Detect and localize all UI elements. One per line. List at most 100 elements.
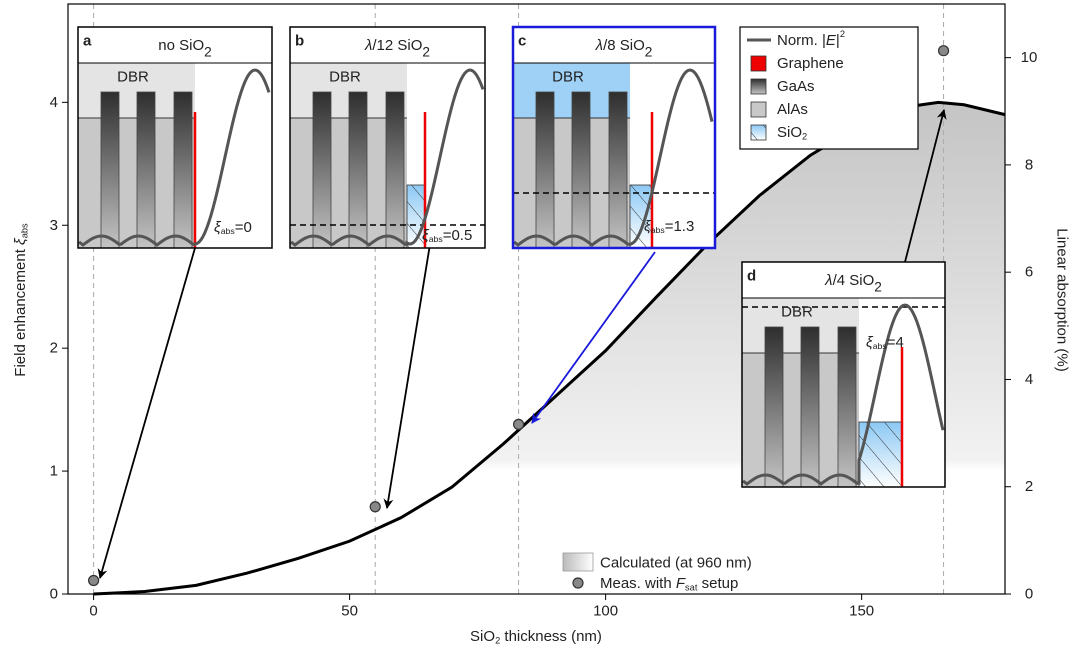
legend-swatch-hatch bbox=[751, 125, 766, 140]
legend-label-part: 2 bbox=[802, 132, 807, 142]
inset-xi-part: =0 bbox=[235, 219, 252, 236]
inset-xi: ξabs=0 bbox=[214, 219, 252, 237]
field-profile bbox=[513, 68, 714, 247]
legend-label-part: | bbox=[836, 32, 840, 49]
inset-xi-part: =0.5 bbox=[443, 227, 473, 244]
marker bbox=[369, 501, 381, 513]
legend-label-part: GaAs bbox=[777, 78, 815, 95]
inset-xi-part: ξ bbox=[866, 334, 874, 351]
dbr-label: DBR bbox=[552, 69, 584, 86]
legend-label: SiO2 bbox=[777, 124, 807, 142]
marker bbox=[937, 45, 950, 57]
inset-title: λ/8 SiO2 bbox=[595, 37, 653, 60]
x-axis-label: SiO2 thickness (nm) bbox=[470, 628, 602, 646]
legend-label: Meas. with Fsat setup bbox=[600, 575, 738, 593]
inset-title-part: 2 bbox=[422, 44, 430, 59]
legend-label-part: Norm. | bbox=[777, 32, 826, 49]
sio2-hatch bbox=[630, 185, 652, 248]
x-axis-label-part: thickness (nm) bbox=[500, 628, 602, 645]
legend-label-part: E bbox=[826, 32, 837, 49]
legend-swatch bbox=[750, 78, 767, 95]
inset-title-part: 2 bbox=[645, 44, 653, 59]
y-axis-label-part: abs bbox=[20, 223, 30, 238]
legend-label-part: Graphene bbox=[777, 55, 844, 72]
inset-title-part: /8 SiO bbox=[603, 37, 645, 54]
inset-frame bbox=[289, 26, 486, 249]
arrow bbox=[531, 251, 656, 424]
legend-box bbox=[739, 26, 919, 150]
inset-title: no SiO2 bbox=[158, 37, 211, 60]
x-axis-label-part: SiO bbox=[470, 628, 495, 645]
dbr-label: DBR bbox=[329, 69, 361, 86]
inset-title-part: 2 bbox=[204, 44, 212, 59]
y2-tick-label: 8 bbox=[1025, 156, 1033, 173]
arrow bbox=[97, 247, 196, 579]
gaas-layer bbox=[608, 91, 628, 249]
y-tick-label: 2 bbox=[50, 340, 58, 357]
legend-label-part: 2 bbox=[840, 29, 845, 39]
inset-frame bbox=[77, 26, 273, 249]
inset-title-part: 2 bbox=[874, 279, 882, 294]
legend-label: Norm. |E|2 bbox=[777, 29, 845, 49]
inset-title-part: λ bbox=[595, 37, 603, 54]
inset-letter: c bbox=[518, 33, 526, 50]
gaas-layer bbox=[837, 326, 857, 488]
field-profile bbox=[78, 68, 271, 247]
inset-xi-part: ξ bbox=[422, 227, 430, 244]
marker bbox=[88, 574, 100, 587]
inset-xi-part: ξ bbox=[644, 218, 652, 235]
legend-swatch bbox=[750, 101, 767, 118]
marker bbox=[512, 418, 525, 430]
legend-swatch bbox=[562, 552, 594, 572]
gaas-layer bbox=[800, 326, 820, 488]
inset-title-part: no SiO bbox=[158, 37, 204, 54]
legend-label-part: Meas. with bbox=[600, 575, 676, 592]
gaas-layer bbox=[100, 91, 120, 249]
x-tick-label: 0 bbox=[89, 603, 97, 620]
plot-frame bbox=[67, 3, 1006, 595]
inset-letter: a bbox=[83, 33, 92, 50]
gaas-layer bbox=[136, 91, 156, 249]
inset-xi: ξabs=4 bbox=[866, 334, 904, 352]
gaas-layer bbox=[571, 91, 591, 249]
inset-xi-part: abs bbox=[221, 226, 236, 236]
inset-xi-part: abs bbox=[873, 341, 888, 351]
inset-title-part: /4 SiO bbox=[833, 272, 875, 289]
gaas-layer bbox=[764, 326, 784, 488]
inset-title: λ/4 SiO2 bbox=[824, 272, 882, 295]
y2-tick-label: 6 bbox=[1025, 264, 1033, 281]
y-tick-label: 0 bbox=[50, 586, 58, 603]
x-tick-label: 50 bbox=[341, 603, 358, 620]
inset-xi-part: =1.3 bbox=[665, 218, 695, 235]
y-axis-label: Field enhancement ξabs bbox=[12, 223, 30, 377]
x-tick-label: 150 bbox=[849, 603, 874, 620]
field-profile bbox=[742, 303, 945, 486]
inset-letter: b bbox=[295, 33, 304, 50]
legend-label: GaAs bbox=[777, 78, 815, 95]
dbr-label: DBR bbox=[117, 69, 149, 86]
inset-xi-part: abs bbox=[651, 225, 666, 235]
y-tick-label: 4 bbox=[50, 94, 58, 111]
inset-xi: ξabs=0.5 bbox=[422, 227, 472, 245]
y-tick-label: 3 bbox=[50, 217, 58, 234]
inset-xi-part: ξ bbox=[214, 219, 222, 236]
gaas-layer bbox=[535, 91, 555, 249]
y2-tick-label: 10 bbox=[1021, 49, 1038, 66]
y2-tick-label: 0 bbox=[1025, 586, 1033, 603]
inset-xi-part: abs bbox=[429, 234, 444, 244]
gaas-layer bbox=[173, 91, 193, 249]
legend-label-part: SiO bbox=[777, 124, 802, 141]
inset-xi: ξabs=1.3 bbox=[644, 218, 694, 236]
y-axis-label-part: Field enhancement bbox=[12, 245, 29, 377]
arrow bbox=[383, 231, 433, 509]
inset-title-part: λ bbox=[364, 37, 372, 54]
y2-tick-label: 2 bbox=[1025, 478, 1033, 495]
inset-title-part: /12 SiO bbox=[372, 37, 422, 54]
inset-frame bbox=[511, 25, 717, 250]
x-tick-label: 100 bbox=[593, 603, 618, 620]
arrow bbox=[904, 109, 947, 263]
field-profile bbox=[290, 68, 485, 247]
y2-tick-label: 4 bbox=[1025, 371, 1033, 388]
